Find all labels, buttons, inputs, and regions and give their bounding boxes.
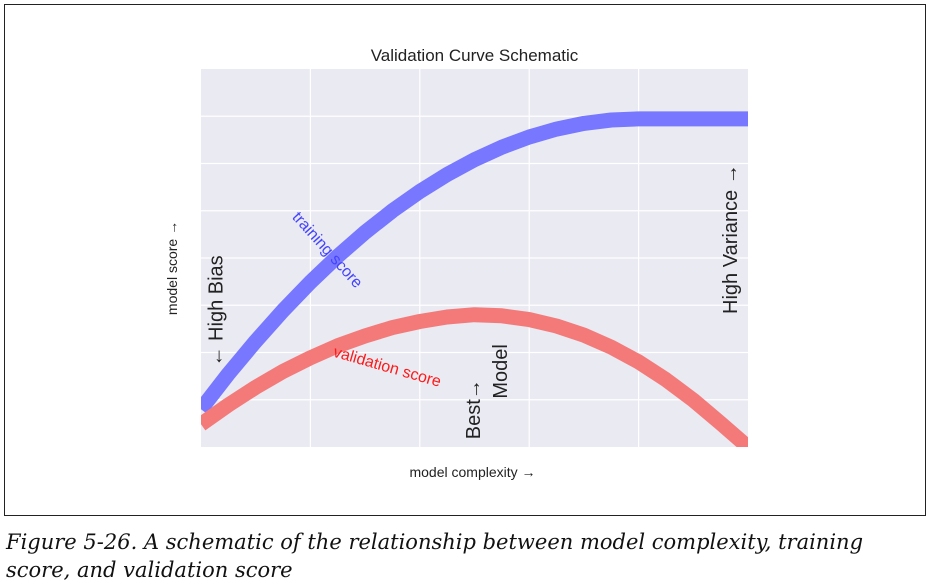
- training-score-line: [201, 111, 748, 414]
- model-annotation: Model: [490, 344, 512, 398]
- x-axis-label: model complexity →: [409, 464, 535, 480]
- figure-caption: Figure 5-26. A schematic of the relation…: [6, 530, 864, 582]
- chart-title: Validation Curve Schematic: [371, 46, 579, 65]
- validation-score-line: [201, 307, 748, 447]
- validation-curve-chart: ← High Bias High Variance →Best→Modeltrai…: [164, 46, 748, 480]
- figure-frame: ← High Bias High Variance → Best→ Model trai…: [4, 4, 926, 516]
- y-axis-label: model score →: [164, 221, 180, 315]
- high-variance-annotation: High Variance →: [720, 164, 742, 314]
- high-bias-annotation: ← High Bias: [206, 255, 228, 366]
- series-layer: [201, 111, 748, 447]
- best-annotation: Best→: [463, 379, 485, 439]
